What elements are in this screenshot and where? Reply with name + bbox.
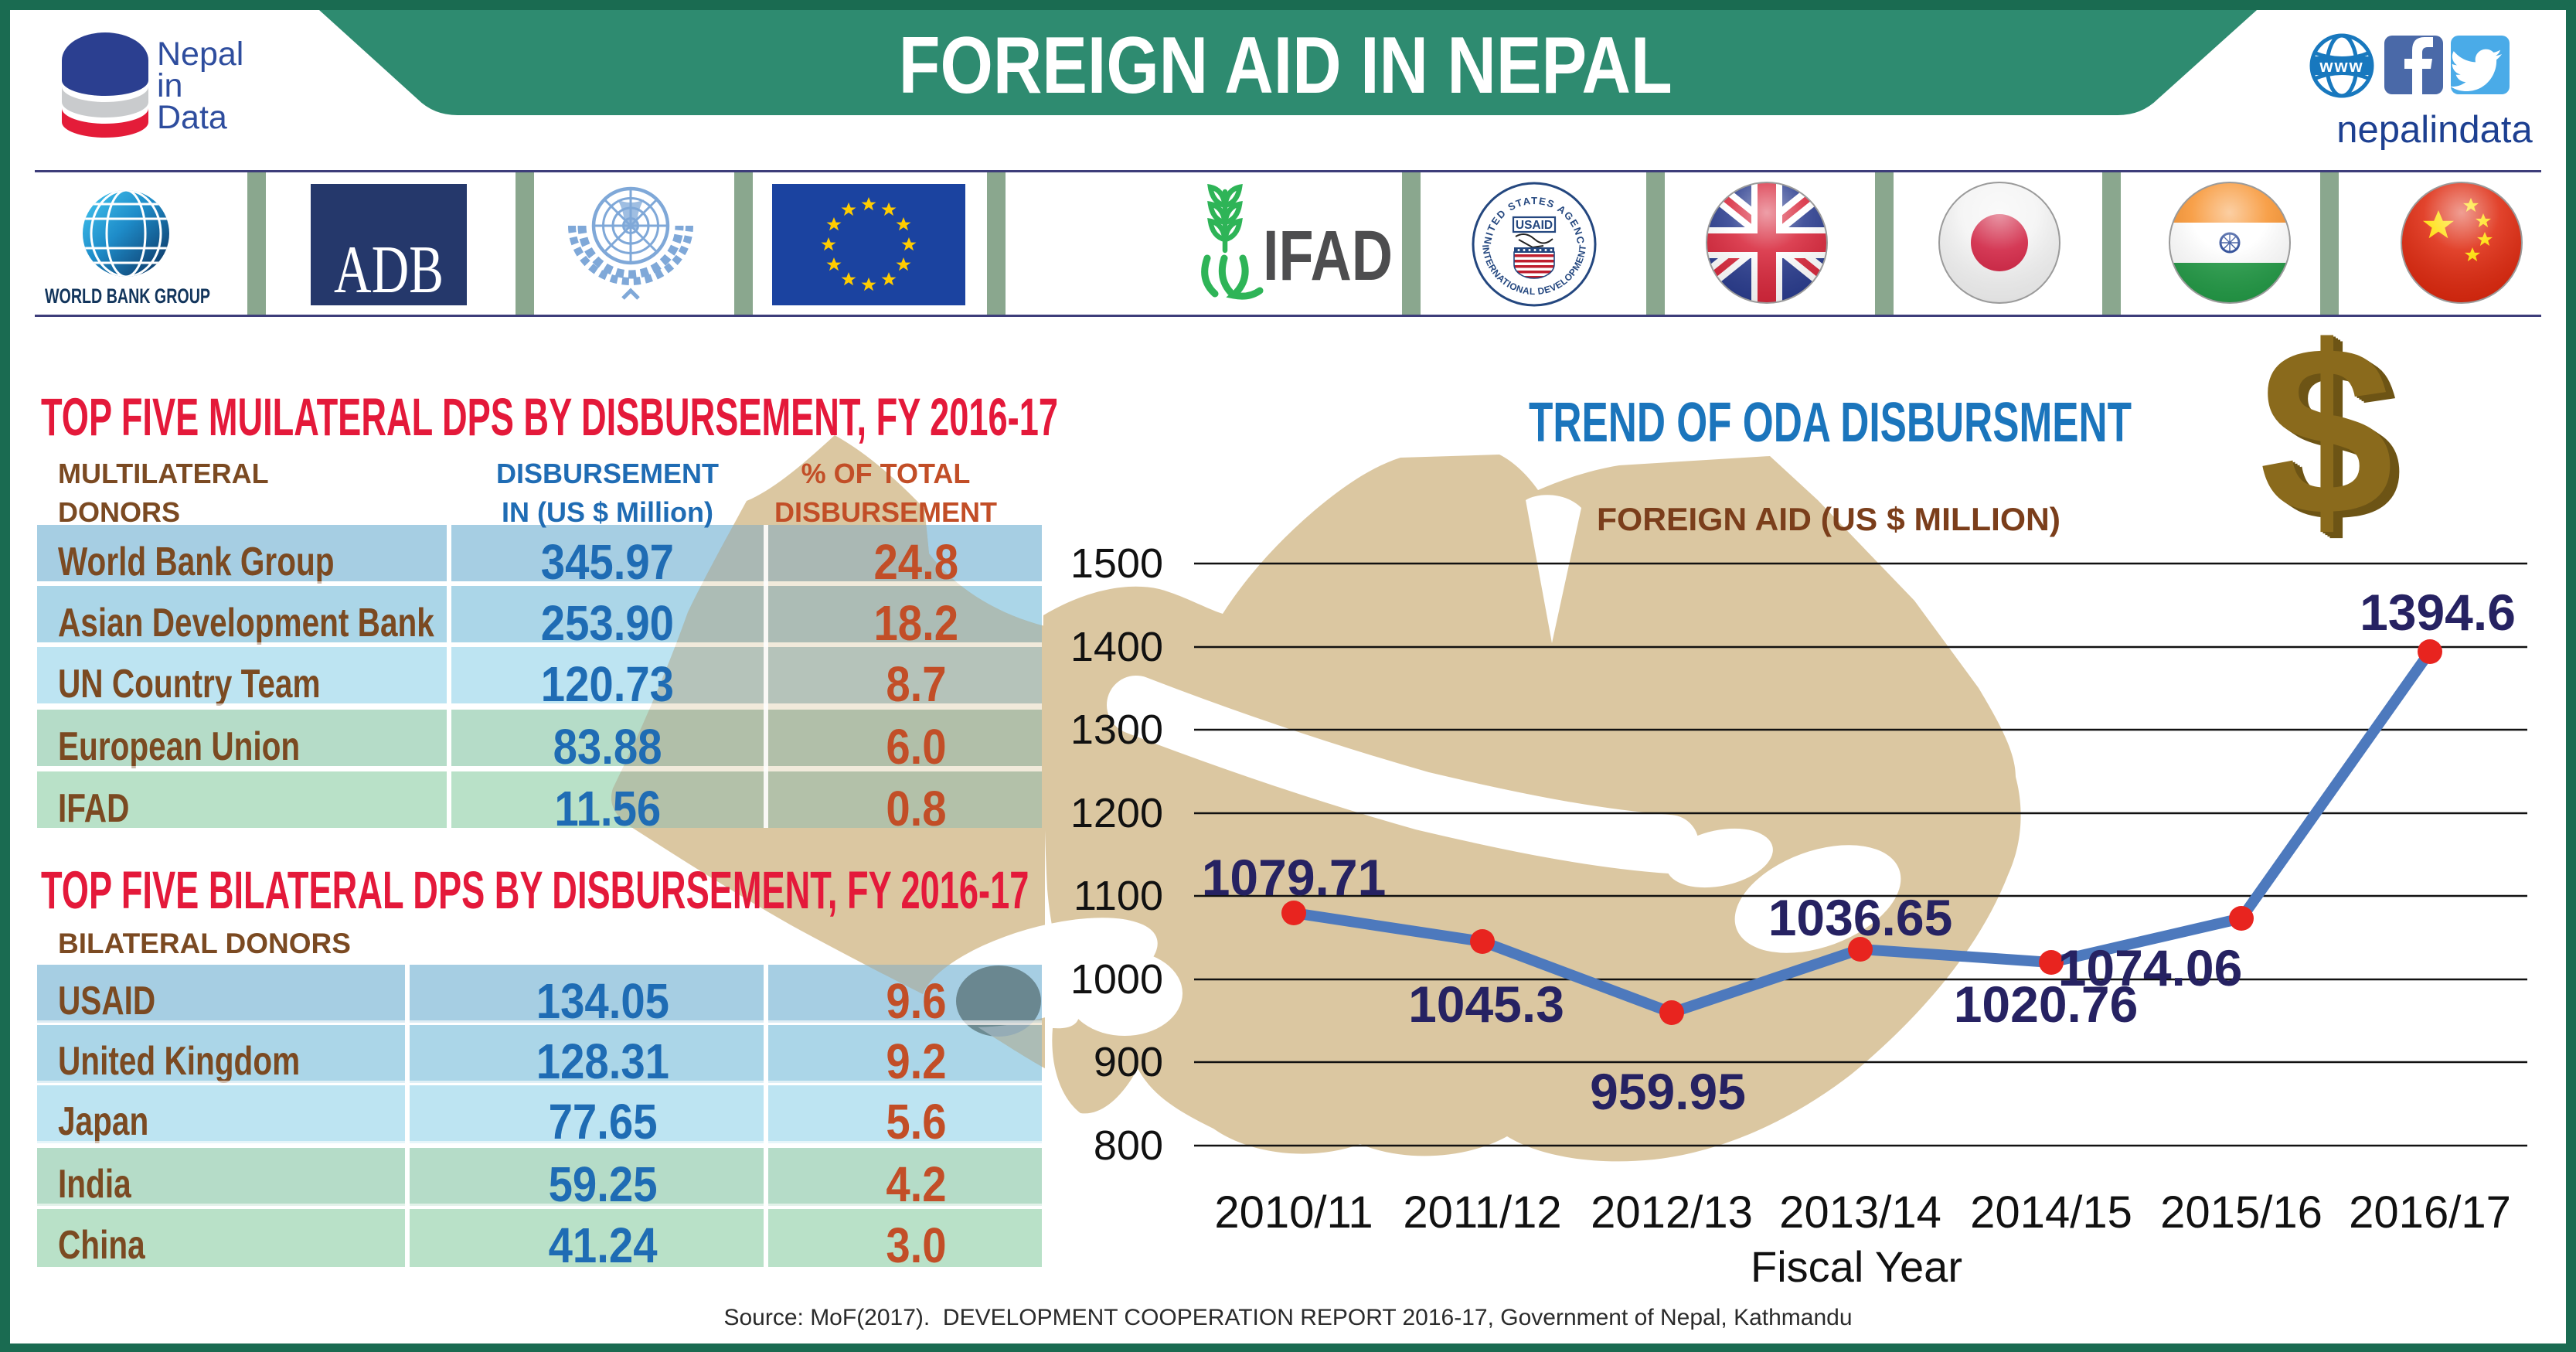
svg-text:1200: 1200	[1070, 790, 1163, 836]
svg-text:800: 800	[1094, 1122, 1163, 1169]
svg-text:TREND OF ODA DISBURSMENT: TREND OF ODA DISBURSMENT	[1529, 392, 2132, 454]
svg-text:1300: 1300	[1070, 707, 1163, 753]
svg-text:IFAD: IFAD	[1263, 216, 1393, 295]
svg-text:2011/12: 2011/12	[1403, 1187, 1561, 1238]
svg-text:1045.3: 1045.3	[1408, 976, 1564, 1033]
svg-text:1400: 1400	[1070, 624, 1163, 670]
svg-text:2014/15: 2014/15	[1970, 1187, 2132, 1238]
svg-text:1020.76: 1020.76	[1954, 976, 2139, 1033]
svg-text:FOREIGN AID (US $ MILLION): FOREIGN AID (US $ MILLION)	[1597, 501, 2060, 537]
svg-text:Fiscal Year: Fiscal Year	[1751, 1242, 1962, 1291]
svg-text:WORLD BANK GROUP: WORLD BANK GROUP	[45, 284, 210, 308]
svg-text:1036.65: 1036.65	[1768, 889, 1953, 946]
svg-text:959.95: 959.95	[1590, 1063, 1746, 1120]
svg-text:2016/17: 2016/17	[2349, 1187, 2511, 1238]
svg-text:USAID: USAID	[1516, 219, 1553, 232]
svg-text:1000: 1000	[1070, 956, 1163, 1003]
svg-text:ADB: ADB	[334, 233, 444, 305]
svg-text:1500: 1500	[1070, 540, 1163, 587]
svg-text:1074.06: 1074.06	[2058, 939, 2243, 996]
svg-text:www: www	[2319, 56, 2363, 76]
svg-text:2012/13: 2012/13	[1591, 1187, 1753, 1238]
svg-text:1100: 1100	[1074, 873, 1163, 919]
svg-text:2015/16: 2015/16	[2160, 1187, 2322, 1238]
svg-text:1079.71: 1079.71	[1202, 849, 1387, 906]
svg-text:2013/14: 2013/14	[1779, 1187, 1941, 1238]
svg-text:2010/11: 2010/11	[1214, 1187, 1373, 1238]
svg-text:900: 900	[1094, 1039, 1163, 1085]
svg-text:1394.6: 1394.6	[2360, 584, 2516, 641]
